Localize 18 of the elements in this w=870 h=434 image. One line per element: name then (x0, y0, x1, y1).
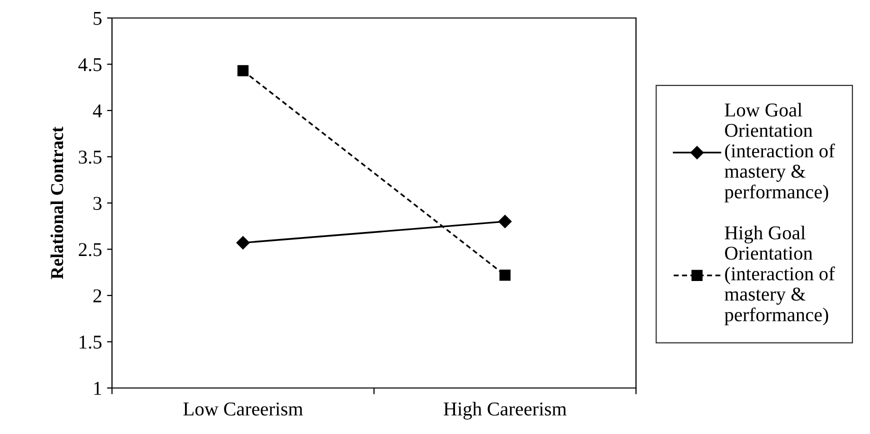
legend-label: High Goal Orientation (interaction of mastery & performance) (724, 226, 835, 326)
y-tick-label: 5 (94, 12, 102, 25)
point (498, 214, 512, 228)
y-tick-label: 2 (93, 289, 102, 302)
y-tick-label: 4 (92, 104, 102, 118)
y-tick-label: 1.5 (80, 336, 102, 349)
y-axis-title: Relational Contract (50, 126, 64, 280)
point (499, 270, 511, 281)
point (236, 236, 250, 250)
y-tick-label: 1 (94, 382, 102, 395)
y-tick-label: 2.5 (78, 243, 102, 256)
legend-label: Low Goal Orientation (interaction of mastery & performance) (724, 102, 835, 202)
y-tick-label: 4.5 (78, 58, 102, 72)
x-tick-label: High Careerism (444, 402, 567, 420)
x-tick-label: Low Careerism (183, 402, 303, 416)
y-tick-label: 3.5 (78, 150, 102, 164)
y-tick-label: 3 (93, 196, 102, 210)
point (237, 65, 249, 76)
